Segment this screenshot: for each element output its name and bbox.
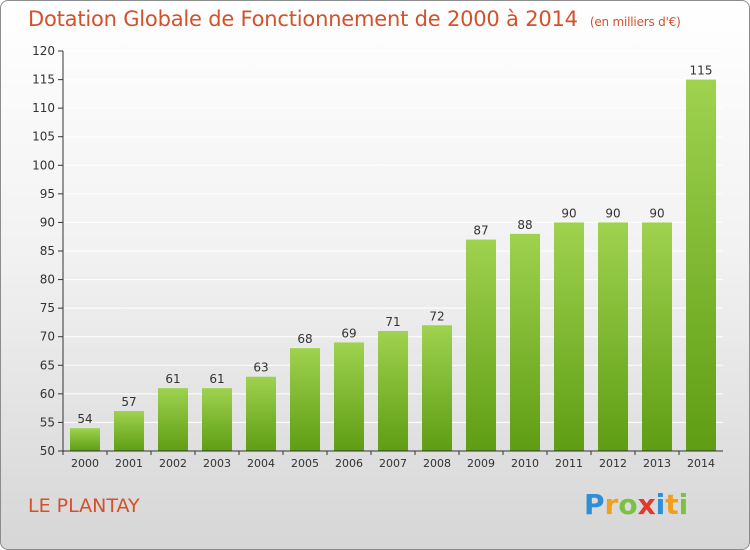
bar-value-label: 61 — [209, 372, 224, 386]
bar-value-label: 57 — [121, 395, 136, 409]
bar — [422, 325, 452, 451]
y-tick-label: 85 — [40, 244, 55, 258]
x-tick-label: 2009 — [467, 457, 495, 470]
x-tick-label: 2013 — [643, 457, 671, 470]
bar-value-label: 71 — [385, 315, 400, 329]
x-tick-label: 2011 — [555, 457, 583, 470]
bar — [598, 222, 628, 451]
logo-letter: P — [584, 488, 605, 521]
commune-name: LE PLANTAY — [28, 495, 140, 517]
axes — [58, 50, 723, 455]
x-tick-label: 2003 — [203, 457, 231, 470]
logo-letter: i — [678, 488, 689, 521]
x-tick-label: 2008 — [423, 457, 451, 470]
bar — [642, 222, 672, 451]
bar-value-label: 68 — [297, 332, 312, 346]
logo-letter: r — [604, 488, 619, 521]
logo-letter: o — [618, 488, 638, 521]
y-tick-label: 80 — [40, 273, 55, 287]
bar-value-label: 88 — [517, 218, 532, 232]
bar-value-label: 63 — [253, 361, 268, 375]
logo-letter: x — [637, 488, 656, 521]
y-tick-label: 90 — [40, 215, 55, 229]
bar-value-label: 90 — [561, 206, 576, 220]
bar — [466, 239, 496, 451]
y-tick-label: 95 — [40, 187, 55, 201]
x-tick-label: 2004 — [247, 457, 275, 470]
y-tick-label: 60 — [40, 387, 55, 401]
y-tick-label: 70 — [40, 330, 55, 344]
bar-value-label: 69 — [341, 326, 356, 340]
bar — [290, 348, 320, 451]
y-tick-label: 120 — [32, 44, 55, 58]
bar-value-label: 72 — [429, 309, 444, 323]
bar — [554, 222, 584, 451]
bar-value-label: 115 — [690, 64, 713, 78]
bar — [158, 388, 188, 451]
bar — [378, 331, 408, 451]
bar-value-label: 61 — [165, 372, 180, 386]
chart-subtitle: (en milliers d'€) — [589, 15, 681, 29]
logo-letter: i — [655, 488, 666, 521]
y-tick-label: 75 — [40, 301, 55, 315]
chart-title-text: Dotation Globale de Fonctionnement de 20… — [28, 7, 578, 31]
x-tick-label: 2010 — [511, 457, 539, 470]
x-tick-label: 2001 — [115, 457, 143, 470]
x-tick-label: 2014 — [687, 457, 715, 470]
x-tick-label: 2005 — [291, 457, 319, 470]
x-tick-label: 2006 — [335, 457, 363, 470]
y-tick-label: 105 — [32, 130, 55, 144]
bar-value-label: 90 — [649, 206, 664, 220]
bar — [202, 388, 232, 451]
x-tick-label: 2007 — [379, 457, 407, 470]
bar — [510, 233, 540, 451]
bar-value-label: 87 — [473, 224, 488, 238]
x-tick-label: 2002 — [159, 457, 187, 470]
y-tick-label: 50 — [40, 444, 55, 458]
y-tick-label: 65 — [40, 358, 55, 372]
chart-title: Dotation Globale de Fonctionnement de 20… — [28, 7, 681, 31]
x-tick-label: 2000 — [71, 457, 99, 470]
bar — [246, 376, 276, 451]
x-tick-label: 2012 — [599, 457, 627, 470]
bar — [114, 411, 144, 451]
labels: 50 55 60 65 70 75 80 85 90 95 100 105 110 115 120 54 200… — [32, 44, 715, 470]
proxiti-logo: Proxiti — [584, 488, 688, 521]
bar-value-label: 54 — [77, 412, 92, 426]
y-tick-label: 55 — [40, 415, 55, 429]
y-tick-label: 115 — [32, 73, 55, 87]
bar — [334, 342, 364, 451]
logo-letter: t — [665, 488, 679, 521]
bar-value-label: 90 — [605, 206, 620, 220]
bar — [686, 79, 716, 452]
bar — [70, 428, 100, 451]
y-tick-label: 100 — [32, 158, 55, 172]
y-tick-label: 110 — [32, 101, 55, 115]
bars — [70, 79, 716, 452]
